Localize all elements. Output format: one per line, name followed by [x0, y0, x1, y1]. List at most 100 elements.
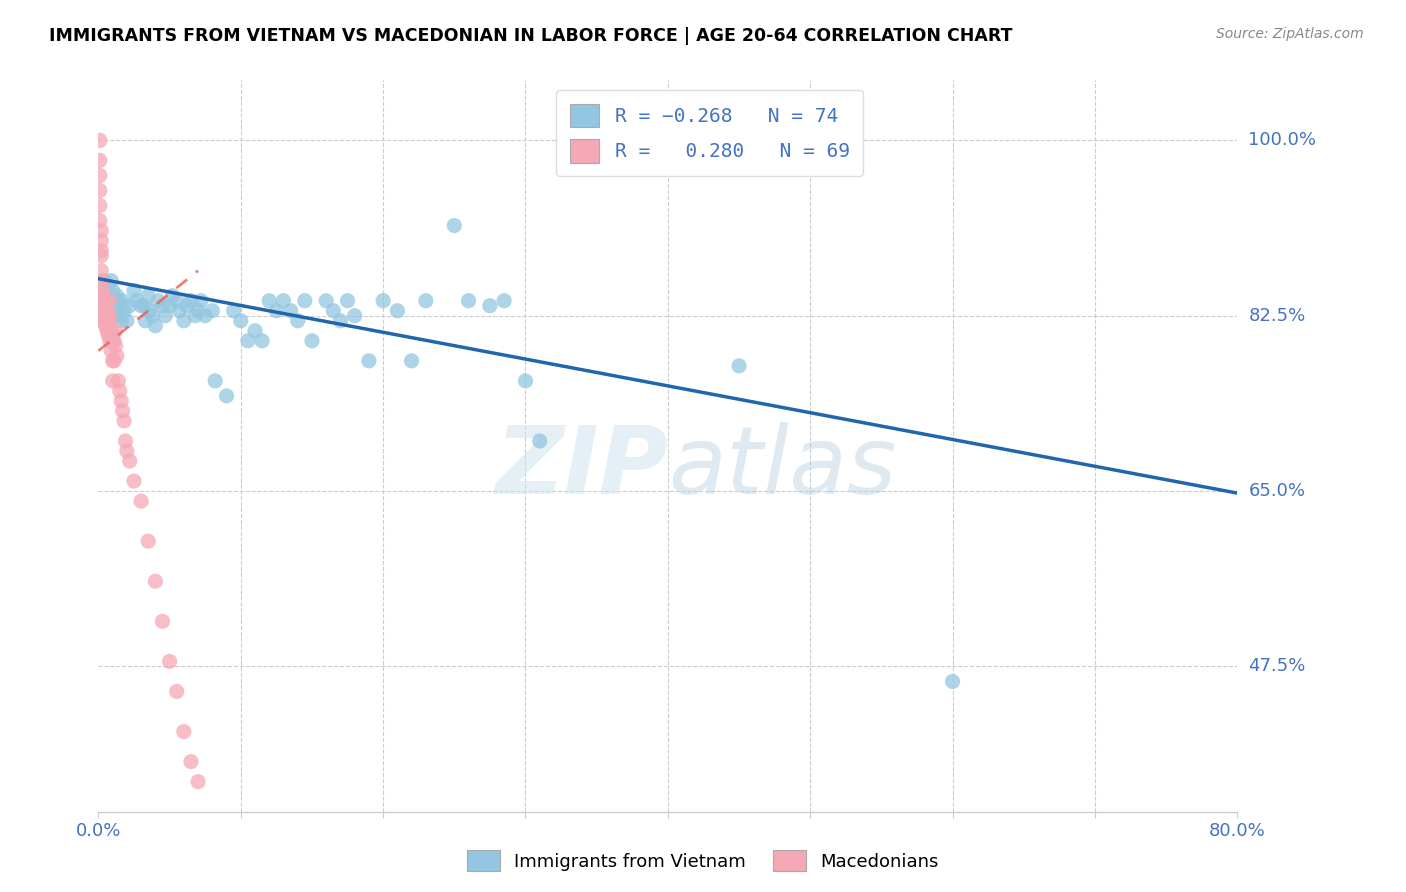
Point [89, 169, 111, 183]
Point [259, 293, 281, 308]
Point [97, 303, 120, 318]
Point [115, 314, 138, 328]
Point [101, 284, 124, 298]
Point [94, 299, 117, 313]
Point [159, 299, 181, 313]
Point [166, 293, 188, 308]
Point [236, 334, 259, 348]
Point [94, 293, 117, 308]
Point [90, 289, 112, 303]
Point [129, 494, 152, 508]
Point [91, 284, 114, 298]
Point [97, 318, 120, 333]
Point [103, 293, 125, 308]
Point [315, 293, 337, 308]
Point [373, 293, 395, 308]
Point [176, 299, 198, 313]
Point [111, 293, 134, 308]
Point [105, 349, 128, 363]
Point [114, 434, 136, 448]
Point [94, 314, 117, 328]
Point [194, 309, 217, 323]
Point [96, 324, 118, 338]
Point [204, 374, 226, 388]
Point [90, 223, 112, 237]
Point [96, 318, 118, 333]
Point [136, 289, 159, 303]
Point [159, 655, 181, 669]
Point [101, 354, 124, 368]
Point [129, 299, 152, 313]
Point [180, 293, 202, 308]
Point [266, 303, 288, 318]
Point [138, 303, 160, 318]
Point [93, 314, 115, 328]
Point [529, 434, 551, 448]
Point [169, 303, 191, 318]
Point [94, 309, 117, 323]
Point [94, 318, 117, 333]
Point [90, 234, 112, 248]
Point [145, 574, 167, 589]
Point [101, 334, 124, 348]
Point [148, 293, 170, 308]
Point [108, 384, 131, 398]
Point [97, 309, 120, 323]
Point [108, 309, 131, 323]
Point [89, 133, 111, 147]
Point [89, 213, 111, 227]
Text: IMMIGRANTS FROM VIETNAM VS MACEDONIAN IN LABOR FORCE | AGE 20-64 CORRELATION CHA: IMMIGRANTS FROM VIETNAM VS MACEDONIAN IN… [49, 27, 1012, 45]
Point [173, 724, 195, 739]
Point [91, 303, 114, 318]
Point [942, 674, 965, 689]
Point [336, 293, 359, 308]
Point [728, 359, 751, 373]
Point [103, 354, 125, 368]
Point [273, 293, 295, 308]
Point [415, 293, 437, 308]
Point [162, 289, 184, 303]
Point [89, 184, 111, 198]
Point [280, 303, 302, 318]
Point [101, 374, 124, 388]
Point [322, 303, 344, 318]
Point [93, 274, 115, 288]
Point [89, 198, 111, 212]
Point [118, 299, 141, 313]
Point [250, 334, 273, 348]
Point [90, 244, 112, 258]
Point [112, 303, 135, 318]
Point [136, 534, 159, 549]
Point [190, 293, 212, 308]
Point [103, 334, 125, 348]
Point [478, 299, 501, 313]
Point [112, 414, 135, 428]
Point [343, 309, 366, 323]
Point [98, 318, 121, 333]
Point [90, 278, 112, 293]
Point [243, 324, 266, 338]
Point [91, 289, 114, 303]
Point [98, 293, 121, 308]
Point [515, 374, 537, 388]
Point [107, 293, 129, 308]
Point [96, 293, 118, 308]
Point [91, 314, 114, 328]
Text: 82.5%: 82.5% [1249, 307, 1306, 325]
Point [122, 474, 145, 488]
Point [91, 299, 114, 313]
Point [97, 328, 120, 343]
Point [93, 299, 115, 313]
Point [98, 334, 121, 348]
Point [134, 314, 156, 328]
Point [229, 314, 252, 328]
Point [100, 324, 122, 338]
Point [118, 454, 141, 468]
Point [111, 404, 134, 418]
Point [443, 219, 465, 233]
Point [90, 263, 112, 277]
Point [187, 774, 209, 789]
Point [141, 309, 163, 323]
Point [91, 299, 114, 313]
Point [100, 274, 122, 288]
